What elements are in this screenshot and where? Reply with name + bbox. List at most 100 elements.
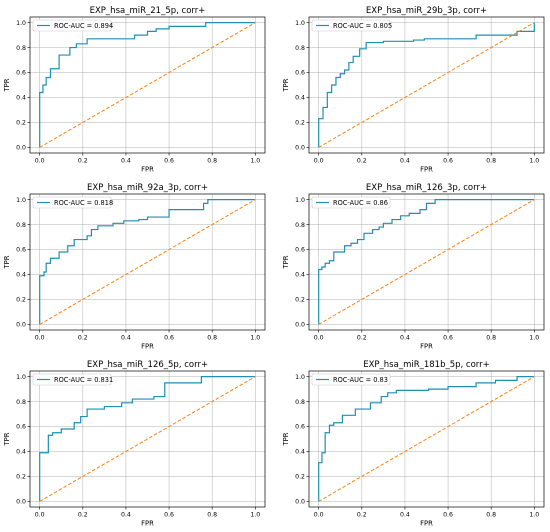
y-tick-label: 0.2: [16, 120, 26, 127]
y-tick-label: 0.2: [16, 297, 26, 304]
x-tick-label: 0.4: [400, 158, 410, 165]
y-tick-label: 0.2: [295, 120, 305, 127]
x-tick-label: 0.2: [78, 335, 88, 342]
y-tick-label: 0.4: [295, 449, 305, 456]
chart-title: EXP_hsa_miR_126_3p, corr+: [366, 183, 487, 193]
x-tick-label: 0.4: [121, 158, 131, 165]
chance-diagonal-line: [318, 199, 535, 325]
x-tick-label: 0.8: [207, 335, 217, 342]
roc-panel: 0.0 0.0 0.2 0.2 0.4 0.4 0.6 0.6 0.8 0.8 1.0 1.0 EXP_…: [282, 6, 545, 174]
y-tick-label: 1.0: [295, 374, 305, 381]
x-tick-label: 1.0: [529, 335, 539, 342]
x-tick-label: 0.6: [164, 512, 174, 519]
roc-panel: 0.0 0.0 0.2 0.2 0.4 0.4 0.6 0.6 0.8 0.8 1.0 1.0 EXP_…: [3, 183, 266, 351]
legend-box: [311, 373, 391, 386]
legend-label: ROC-AUC = 0.805: [333, 22, 392, 30]
x-tick-label: 0.8: [486, 158, 496, 165]
y-tick-label: 0.2: [16, 474, 26, 481]
roc-curve-line: [318, 376, 535, 502]
legend-label: ROC-AUC = 0.83: [333, 376, 388, 384]
x-tick-label: 0.8: [207, 512, 217, 519]
roc-curve-line: [318, 22, 535, 148]
x-tick-label: 0.0: [35, 335, 45, 342]
x-axis-label: FPR: [420, 166, 433, 174]
y-tick-label: 0.6: [295, 247, 305, 254]
y-tick-label: 0.8: [295, 399, 305, 406]
y-tick-label: 0.8: [16, 399, 26, 406]
x-tick-label: 0.8: [486, 512, 496, 519]
x-axis-label: FPR: [141, 520, 154, 528]
roc-panel: 0.0 0.0 0.2 0.2 0.4 0.4 0.6 0.6 0.8 0.8 1.0 1.0 EXP_…: [282, 360, 545, 528]
roc-panel: 0.0 0.0 0.2 0.2 0.4 0.4 0.6 0.6 0.8 0.8 1.0 1.0 EXP_…: [282, 183, 545, 351]
chance-diagonal-line: [39, 199, 256, 325]
y-tick-label: 0.4: [16, 95, 26, 102]
y-tick-label: 0.4: [295, 272, 305, 279]
x-axis-label: FPR: [420, 343, 433, 351]
x-tick-label: 0.2: [357, 158, 367, 165]
x-tick-label: 1.0: [250, 335, 260, 342]
y-tick-label: 0.8: [16, 45, 26, 52]
y-tick-label: 0.0: [295, 322, 305, 329]
axes-frame: [29, 193, 266, 331]
x-tick-label: 0.2: [357, 512, 367, 519]
legend-label: ROC-AUC = 0.818: [54, 199, 113, 207]
y-tick-label: 0.2: [295, 474, 305, 481]
x-axis-label: FPR: [420, 520, 433, 528]
x-tick-label: 0.6: [164, 335, 174, 342]
y-tick-label: 0.6: [16, 424, 26, 431]
x-tick-label: 0.6: [443, 335, 453, 342]
x-tick-label: 0.4: [121, 512, 131, 519]
legend-box: [311, 19, 391, 32]
x-tick-label: 1.0: [250, 512, 260, 519]
chance-diagonal-line: [39, 376, 256, 502]
x-tick-label: 0.0: [314, 512, 324, 519]
legend-label: ROC-AUC = 0.831: [54, 376, 113, 384]
roc-curve-line: [39, 22, 256, 148]
axes-frame: [308, 370, 545, 508]
y-axis-label: TPR: [3, 78, 11, 92]
x-tick-label: 0.8: [207, 158, 217, 165]
chart-title: EXP_hsa_miR_92a_3p, corr+: [87, 183, 208, 193]
y-tick-label: 0.8: [16, 222, 26, 229]
x-tick-label: 1.0: [529, 512, 539, 519]
x-tick-label: 1.0: [250, 158, 260, 165]
y-axis-label: TPR: [282, 432, 290, 446]
x-axis-label: FPR: [141, 166, 154, 174]
y-tick-label: 0.4: [295, 95, 305, 102]
roc-panel: 0.0 0.0 0.2 0.2 0.4 0.4 0.6 0.6 0.8 0.8 1.0 1.0 EXP_…: [3, 360, 266, 528]
x-tick-label: 0.4: [121, 335, 131, 342]
y-tick-label: 0.6: [16, 247, 26, 254]
x-tick-label: 0.4: [400, 335, 410, 342]
x-tick-label: 0.2: [357, 335, 367, 342]
axes-frame: [29, 16, 266, 154]
y-axis-label: TPR: [282, 255, 290, 269]
y-axis-label: TPR: [3, 432, 11, 446]
axes-frame: [308, 16, 545, 154]
y-tick-label: 0.0: [295, 499, 305, 506]
y-tick-label: 0.0: [295, 145, 305, 152]
y-tick-label: 0.8: [295, 45, 305, 52]
x-axis-label: FPR: [141, 343, 154, 351]
y-tick-label: 0.8: [295, 222, 305, 229]
x-tick-label: 0.0: [35, 158, 45, 165]
x-tick-label: 0.2: [78, 158, 88, 165]
y-tick-label: 0.6: [295, 70, 305, 77]
chance-diagonal-line: [39, 22, 256, 148]
y-axis-label: TPR: [282, 78, 290, 92]
y-tick-label: 1.0: [16, 374, 26, 381]
chance-diagonal-line: [318, 376, 535, 502]
x-tick-label: 0.0: [35, 512, 45, 519]
roc-curve-line: [39, 376, 256, 502]
y-tick-label: 0.4: [16, 272, 26, 279]
y-tick-label: 1.0: [295, 20, 305, 27]
y-tick-label: 0.0: [16, 322, 26, 329]
roc-curve-line: [39, 199, 256, 325]
axes-frame: [308, 193, 545, 331]
y-tick-label: 1.0: [16, 20, 26, 27]
chart-title: EXP_hsa_miR_21_5p, corr+: [90, 6, 206, 16]
y-tick-label: 0.6: [16, 70, 26, 77]
roc-curve-line: [318, 199, 535, 325]
y-tick-label: 0.2: [295, 297, 305, 304]
x-tick-label: 0.0: [314, 158, 324, 165]
